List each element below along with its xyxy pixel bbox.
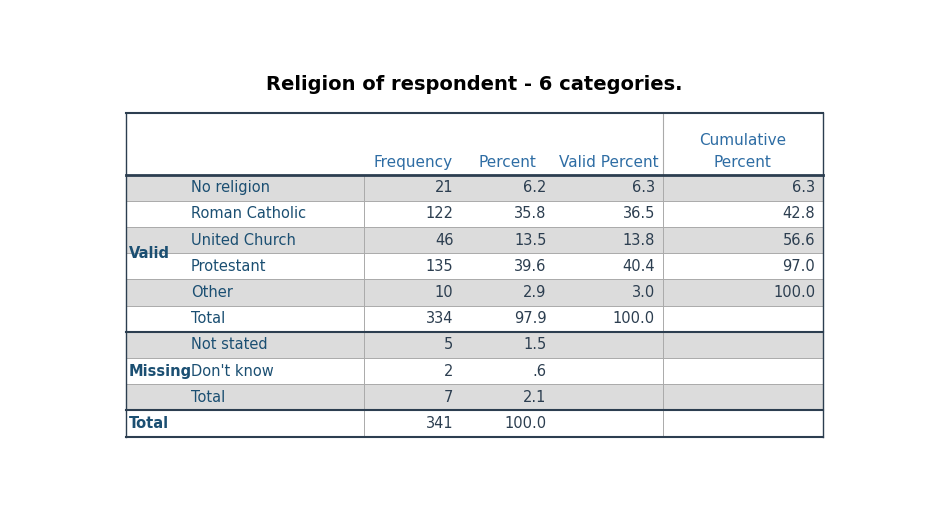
Text: Roman Catholic: Roman Catholic — [191, 206, 306, 221]
Text: 10: 10 — [434, 285, 454, 300]
Text: No religion: No religion — [191, 180, 270, 195]
Text: 2: 2 — [444, 363, 454, 379]
Text: 5: 5 — [445, 337, 454, 352]
Text: 100.0: 100.0 — [773, 285, 816, 300]
Text: Cumulative: Cumulative — [699, 134, 787, 148]
Text: 21: 21 — [434, 180, 454, 195]
Text: Percent: Percent — [479, 155, 537, 170]
Text: United Church: United Church — [191, 232, 296, 248]
Bar — [126, 174, 823, 201]
Text: 2.9: 2.9 — [523, 285, 547, 300]
Text: 46: 46 — [435, 232, 454, 248]
Text: 135: 135 — [426, 259, 454, 274]
Text: Missing: Missing — [128, 363, 192, 379]
Text: 3.0: 3.0 — [631, 285, 655, 300]
Text: 100.0: 100.0 — [504, 416, 547, 431]
Text: 100.0: 100.0 — [613, 311, 655, 326]
Text: 13.8: 13.8 — [622, 232, 655, 248]
Text: 36.5: 36.5 — [622, 206, 655, 221]
Bar — [126, 253, 823, 279]
Text: Frequency: Frequency — [373, 155, 452, 170]
Text: Total: Total — [128, 416, 168, 431]
Text: Protestant: Protestant — [191, 259, 266, 274]
Text: 42.8: 42.8 — [783, 206, 816, 221]
Text: Percent: Percent — [714, 155, 772, 170]
Text: .6: .6 — [532, 363, 547, 379]
Bar — [126, 332, 823, 358]
Text: 56.6: 56.6 — [783, 232, 816, 248]
Text: 6.3: 6.3 — [631, 180, 655, 195]
Text: 1.5: 1.5 — [523, 337, 547, 352]
Text: Don't know: Don't know — [191, 363, 273, 379]
Text: Total: Total — [191, 311, 225, 326]
Text: 6.3: 6.3 — [792, 180, 816, 195]
Bar — [126, 227, 823, 253]
Text: 97.9: 97.9 — [513, 311, 547, 326]
Bar — [126, 358, 823, 384]
Text: Valid: Valid — [128, 246, 169, 261]
Bar — [126, 201, 823, 227]
Text: 334: 334 — [426, 311, 454, 326]
Text: Other: Other — [191, 285, 232, 300]
Text: Not stated: Not stated — [191, 337, 267, 352]
Text: Valid Percent: Valid Percent — [559, 155, 658, 170]
Text: Total: Total — [191, 390, 225, 405]
Text: 13.5: 13.5 — [514, 232, 547, 248]
Text: 341: 341 — [426, 416, 454, 431]
Bar — [126, 384, 823, 410]
Text: 7: 7 — [444, 390, 454, 405]
Text: 97.0: 97.0 — [782, 259, 816, 274]
Text: 35.8: 35.8 — [514, 206, 547, 221]
Text: 40.4: 40.4 — [622, 259, 655, 274]
Bar — [126, 410, 823, 437]
Text: 6.2: 6.2 — [523, 180, 547, 195]
Bar — [126, 305, 823, 332]
Text: Religion of respondent - 6 categories.: Religion of respondent - 6 categories. — [266, 75, 683, 94]
Bar — [126, 113, 823, 174]
Text: 122: 122 — [425, 206, 454, 221]
Text: 2.1: 2.1 — [523, 390, 547, 405]
Text: 39.6: 39.6 — [514, 259, 547, 274]
Bar — [126, 279, 823, 305]
